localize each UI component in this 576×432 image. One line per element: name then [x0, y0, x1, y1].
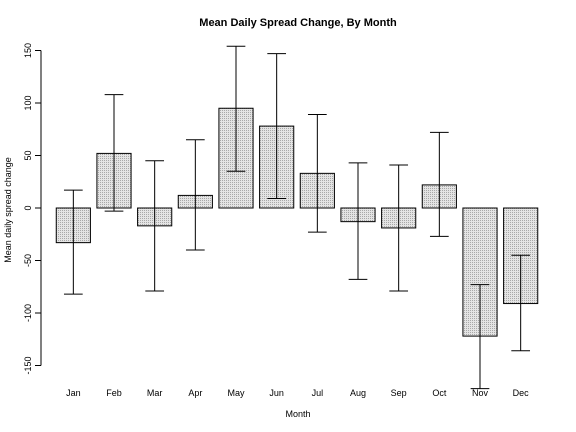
- x-tick-label-dec: Dec: [513, 388, 530, 398]
- y-tick-label--50: -50: [23, 254, 33, 267]
- x-tick-label-nov: Nov: [472, 388, 489, 398]
- error-bars: [63, 45, 531, 390]
- y-tick-label-100: 100: [23, 95, 33, 110]
- x-tick-label-feb: Feb: [106, 388, 122, 398]
- x-tick-labels: Jan Feb Mar Apr May Jun Jul Aug Sep Oct Nov Dec: [66, 388, 529, 398]
- y-tick-label--100: -100: [23, 304, 33, 322]
- y-axis-label: Mean daily spread change: [3, 157, 13, 263]
- x-tick-label-aug: Aug: [350, 388, 366, 398]
- bars: [55, 107, 539, 337]
- x-tick-label-jul: Jul: [312, 388, 324, 398]
- x-axis-label: Month: [285, 409, 310, 419]
- x-tick-label-oct: Oct: [432, 388, 447, 398]
- x-tick-label-may: May: [227, 388, 245, 398]
- y-tick-label-50: 50: [23, 150, 33, 160]
- x-tick-label-apr: Apr: [188, 388, 202, 398]
- x-tick-label-jun: Jun: [269, 388, 284, 398]
- x-tick-label-jan: Jan: [66, 388, 81, 398]
- chart-title: Mean Daily Spread Change, By Month: [199, 17, 397, 29]
- y-tick-label-150: 150: [23, 43, 33, 58]
- y-tick-label-0: 0: [23, 205, 33, 210]
- y-axis: -150 -100 -50 0 50 100 150: [23, 43, 42, 375]
- y-tick-label--150: -150: [23, 356, 33, 374]
- x-tick-label-mar: Mar: [147, 388, 163, 398]
- x-tick-label-sep: Sep: [391, 388, 407, 398]
